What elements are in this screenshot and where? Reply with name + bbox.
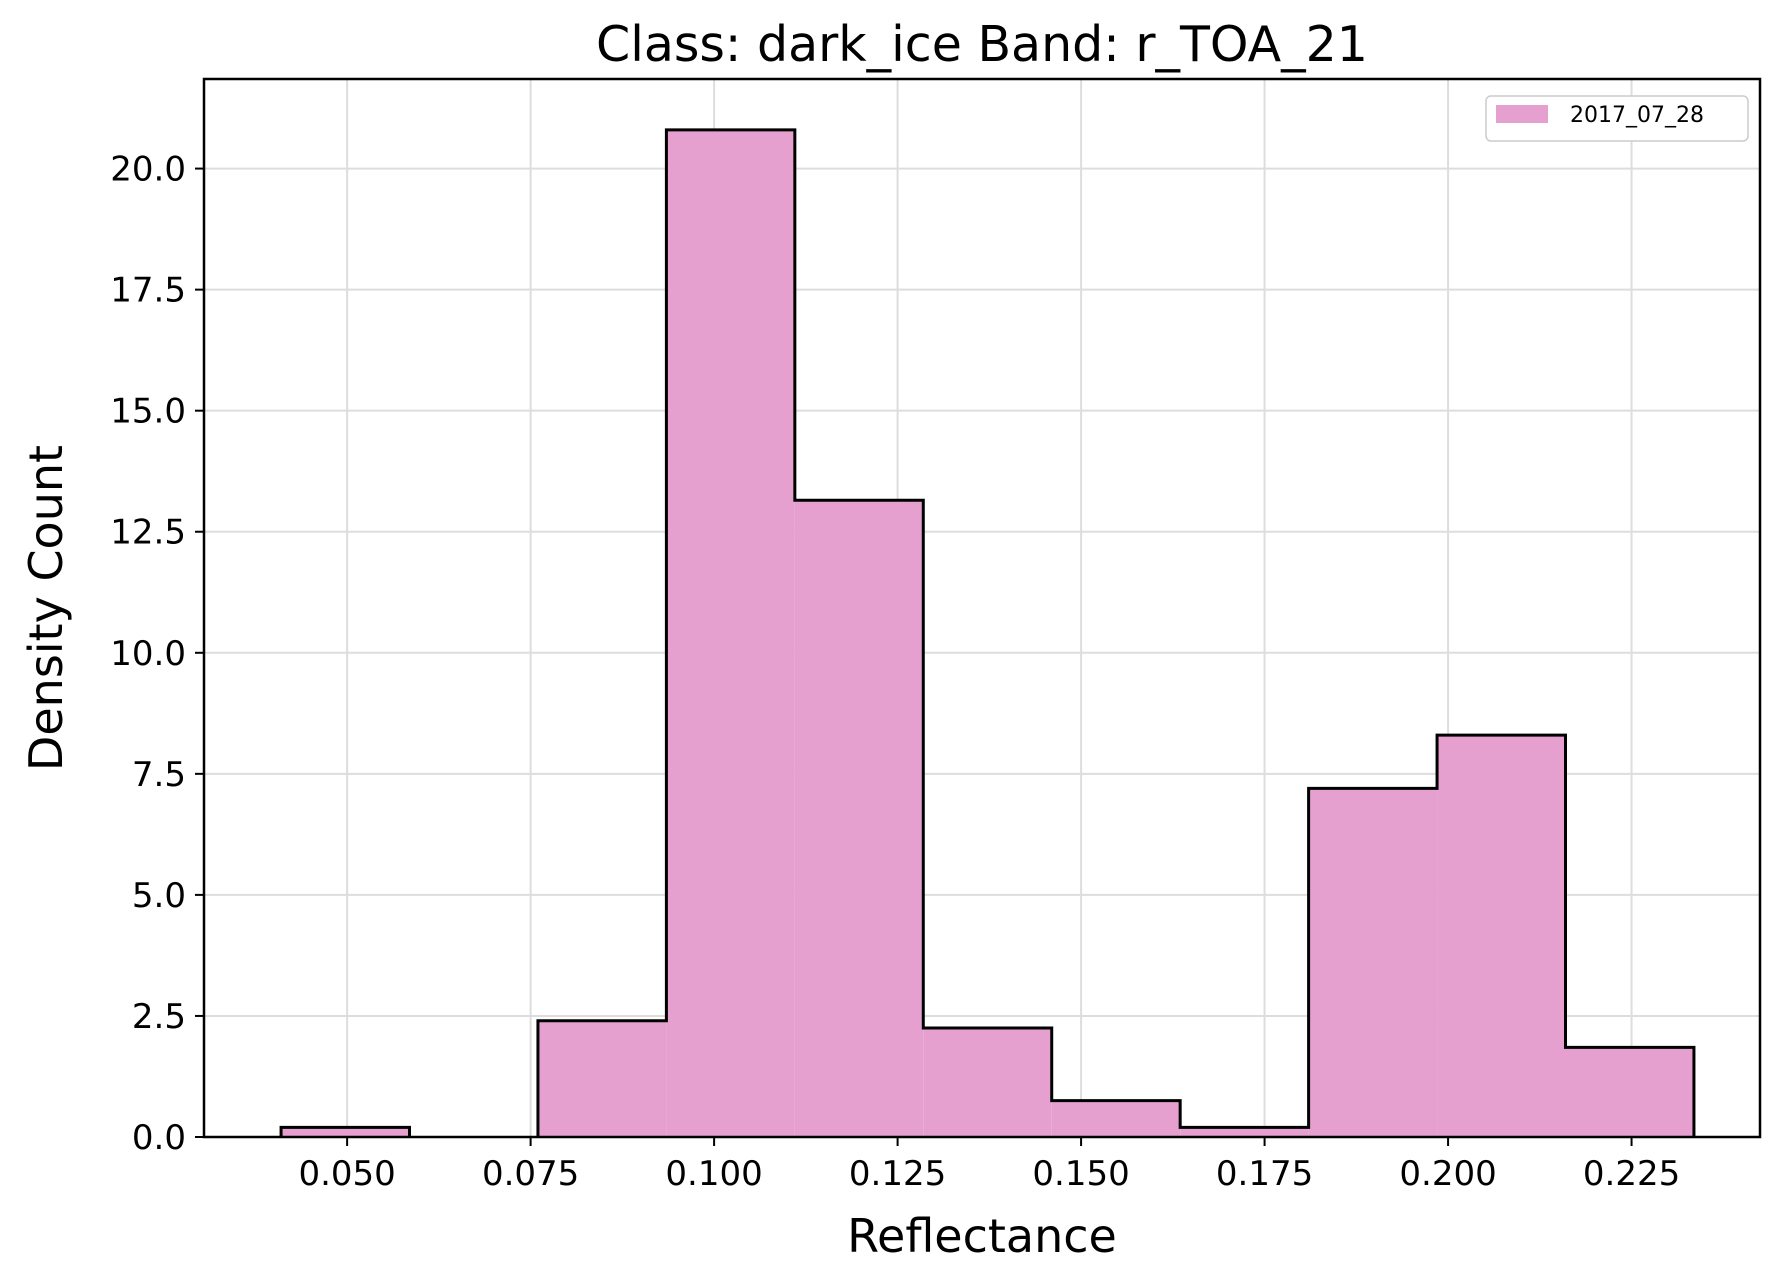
histogram-bar [537, 1020, 667, 1137]
y-tick-label: 12.5 [110, 513, 186, 553]
histogram-bar [1051, 1100, 1181, 1137]
chart-title: Class: dark_ice Band: r_TOA_21 [596, 16, 1368, 73]
y-tick-label: 20.0 [110, 150, 186, 190]
legend-swatch [1496, 105, 1548, 123]
legend-label: 2017_07_28 [1570, 103, 1704, 128]
y-tick-label: 0.0 [132, 1118, 186, 1158]
y-axis-label: Density Count [19, 445, 73, 771]
histogram-bars [279, 128, 1696, 1137]
x-tick-label: 0.225 [1583, 1154, 1680, 1194]
x-axis-ticks: 0.050 0.075 0.100 0.125 0.150 0.175 0.200 0.225 [298, 1137, 1680, 1194]
x-tick-label: 0.175 [1216, 1154, 1313, 1194]
axes [202, 77, 1762, 1139]
x-tick-label: 0.050 [298, 1154, 395, 1194]
histogram-bar [666, 129, 795, 1137]
legend-box [1485, 95, 1749, 142]
x-tick-label: 0.075 [482, 1154, 579, 1194]
plot-frame [202, 77, 1762, 1139]
histogram-bar [1565, 1047, 1694, 1137]
x-axis-label: Reflectance [847, 1209, 1117, 1263]
histogram-bar [1180, 1127, 1309, 1137]
y-tick-label: 2.5 [132, 997, 186, 1037]
x-tick-label: 0.100 [665, 1154, 762, 1194]
histogram-bar [281, 1127, 410, 1137]
x-tick-label: 0.125 [849, 1154, 946, 1194]
y-tick-label: 15.0 [110, 392, 186, 432]
histogram-bar [923, 1028, 1052, 1137]
histogram-bar [794, 500, 924, 1137]
histogram-bar [1437, 735, 1566, 1137]
histogram-bar [1308, 788, 1438, 1137]
x-tick-label: 0.200 [1399, 1154, 1496, 1194]
y-tick-label: 17.5 [110, 271, 186, 311]
y-axis-ticks: 0.0 2.5 5.0 7.5 10.0 12.5 15.0 17.5 20.0 [110, 150, 204, 1158]
histogram-outline [279, 128, 1696, 1137]
y-tick-label: 10.0 [110, 634, 186, 674]
x-tick-label: 0.150 [1032, 1154, 1129, 1194]
y-tick-label: 5.0 [132, 876, 186, 916]
y-tick-label: 7.5 [132, 755, 186, 795]
legend: 2017_07_28 [1485, 95, 1749, 142]
